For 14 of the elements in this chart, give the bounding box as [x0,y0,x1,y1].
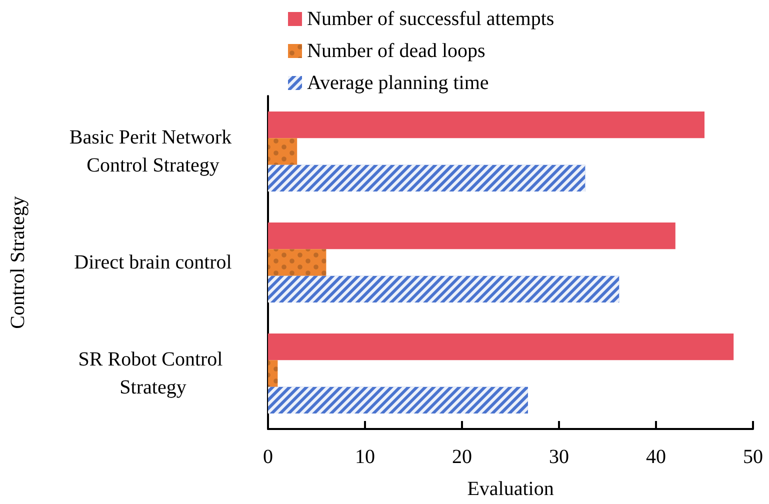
y-tick-label: Basic Perit Network Control Strategy [69,126,237,176]
x-tick-label: 30 [549,446,569,468]
x-tick-label: 0 [263,446,273,468]
legend-label: Number of dead loops [307,40,486,62]
x-tick-label: 40 [646,446,666,468]
x-axis-title: Evaluation [467,478,554,500]
x-tick-label: 20 [452,446,472,468]
y-tick-label: Direct brain control [74,252,232,274]
x-tick-label: 50 [743,446,763,468]
legend-label: Average planning time [307,72,489,94]
legend-label: Number of successful attempts [307,8,554,30]
x-tick-label: 10 [355,446,375,468]
y-tick-label: SR Robot Control Strategy [78,348,228,398]
y-axis-title: Control Strategy [7,196,29,329]
